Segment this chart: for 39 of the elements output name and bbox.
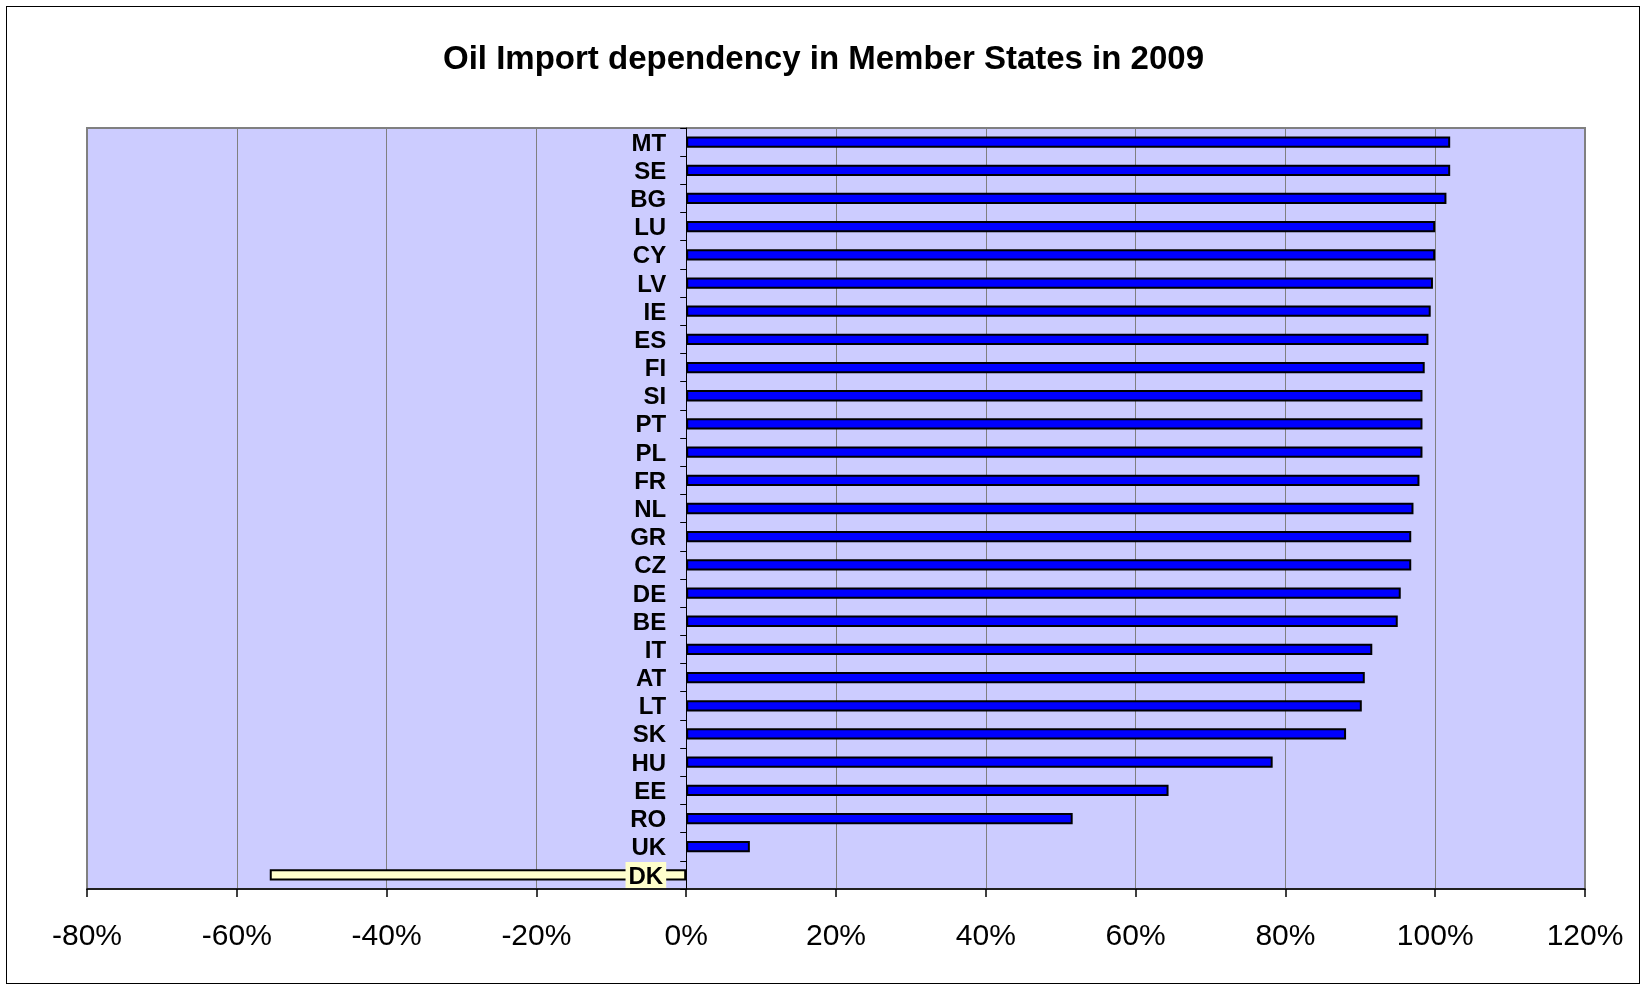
y-tick-label: NL	[634, 495, 667, 522]
y-tick-label: CY	[632, 241, 667, 269]
x-tick-label: 100%	[1396, 917, 1474, 951]
y-tick-label: GR	[630, 523, 667, 551]
y-tick-label: RO	[630, 805, 667, 833]
y-tick-label: IT	[644, 635, 667, 663]
y-tick-label: BG	[630, 184, 667, 212]
y-tick-label: FI	[644, 354, 667, 382]
y-tick-label: PL	[635, 438, 667, 466]
y-tick-label: LV	[637, 269, 667, 297]
y-tick-label: LT	[638, 692, 667, 720]
y-tick-label: MT	[631, 128, 667, 156]
y-tick-label: SK	[632, 720, 667, 748]
y-tick-label: PT	[635, 410, 667, 438]
y-tick-label: SE	[634, 156, 667, 184]
x-tick-label: -20%	[501, 917, 572, 951]
y-tick-label: LU	[634, 213, 667, 241]
y-tick-label: AT	[635, 664, 667, 692]
x-tick-label: 0%	[664, 917, 708, 951]
y-tick-label: ES	[634, 325, 667, 353]
x-tick-label: 20%	[805, 917, 867, 951]
chart-title: Oil Import dependency in Member States in 2009	[442, 39, 1205, 76]
y-tick-label: DE	[632, 579, 667, 607]
y-tick-label: DK	[628, 862, 664, 890]
y-tick-label: UK	[631, 833, 667, 861]
x-tick-label: 80%	[1255, 917, 1316, 951]
y-tick-label: BE	[632, 607, 667, 635]
y-tick-label: CZ	[634, 551, 667, 579]
x-tick-label: 40%	[955, 917, 1016, 951]
x-tick-label: -80%	[51, 917, 123, 951]
x-tick-label: -40%	[351, 917, 422, 951]
x-tick-label: 120%	[1546, 917, 1624, 951]
y-tick-label: IE	[643, 297, 667, 325]
y-tick-label: FR	[634, 466, 667, 494]
x-tick-label: -60%	[201, 917, 272, 951]
x-tick-label: 60%	[1105, 917, 1166, 951]
y-tick-label: EE	[634, 776, 667, 804]
y-tick-label: SI	[643, 382, 667, 410]
y-tick-label: HU	[631, 748, 667, 776]
